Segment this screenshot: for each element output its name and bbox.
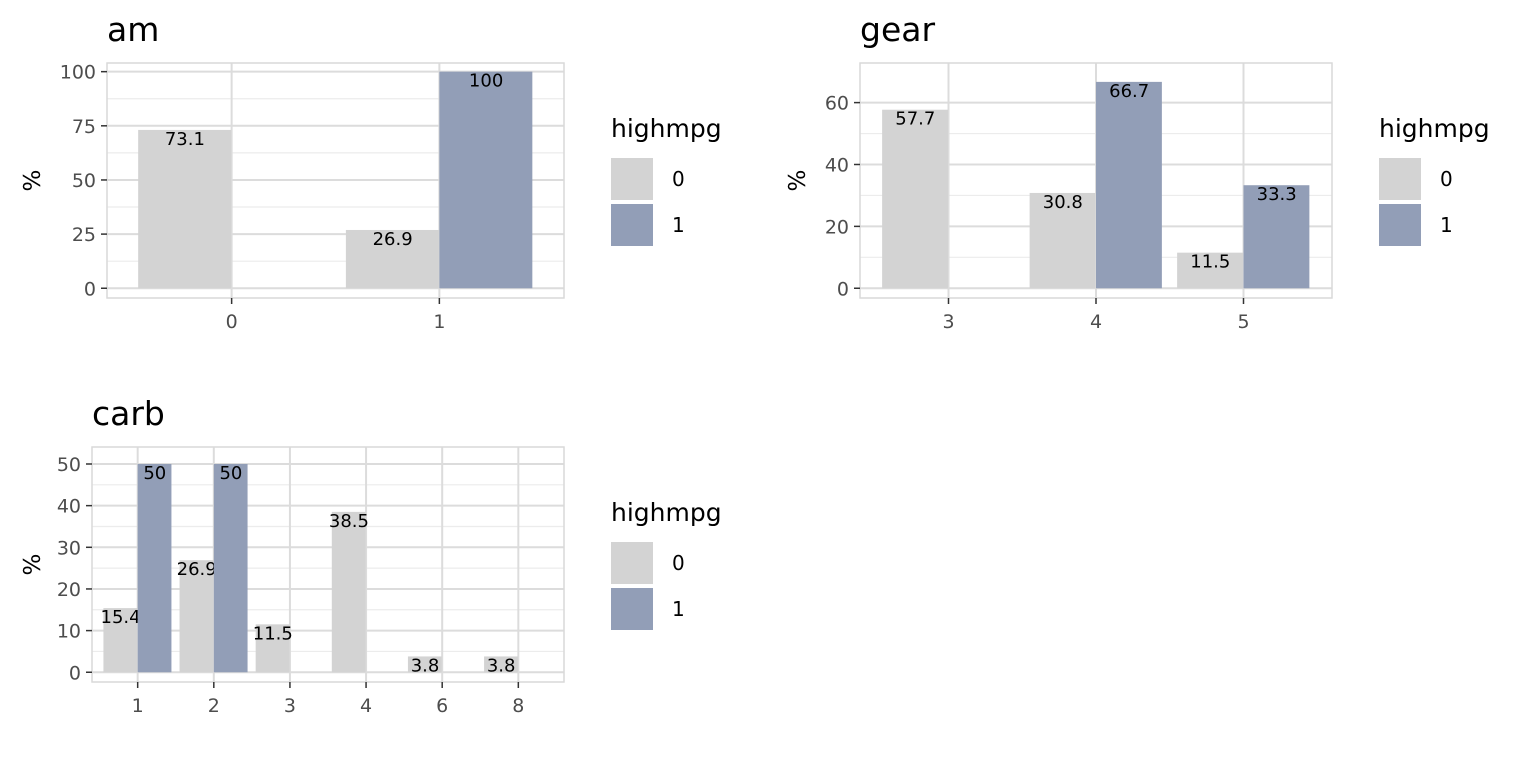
y-tick-label: 50 [72,170,96,192]
bar-gear-4-highmpg-0 [1029,192,1096,289]
legend-key-0 [611,542,653,584]
y-tick-label: 20 [57,579,81,601]
bar-carb-6-highmpg-0 [407,656,442,673]
legend-key-0 [1379,158,1421,200]
data-label: 15.4 [101,607,141,628]
x-tick-label: 3 [942,311,954,333]
data-label: 11.5 [1190,252,1230,273]
x-tick-label: 6 [436,695,448,717]
bar-am-1-highmpg-1 [439,71,533,289]
legend: highmpg 0 1 [611,114,722,246]
y-axis-label: % [20,170,46,192]
x-tick-label: 0 [226,311,238,333]
legend-label: 0 [672,551,685,575]
legend-key-1 [611,204,653,246]
bar-carb-1-highmpg-1 [137,463,172,673]
legend-key-1 [1379,204,1421,246]
y-tick-label: 0 [84,278,96,300]
x-tick-label: 4 [360,695,372,717]
y-tick-label: 40 [57,496,81,518]
bar-gear-5-highmpg-1 [1243,185,1310,289]
data-label: 3.8 [411,655,440,676]
chart-panel-gear: 57.7 30.8 66.7 11.5 33.3 0 20 40 60 3 4 5 gear% highm… [785,10,1490,333]
data-label: 26.9 [373,229,413,250]
bar-gear-3-highmpg-0 [882,109,948,289]
legend: highmpg 0 1 [1379,114,1490,246]
data-label: 38.5 [329,511,369,532]
y-tick-label: 20 [825,216,849,238]
x-tick-label: 1 [132,695,144,717]
x-tick-label: 4 [1090,311,1102,333]
legend-label: 1 [672,597,685,621]
y-tick-label: 0 [837,278,849,300]
legend-key-1 [611,588,653,630]
y-tick-label: 25 [72,224,96,246]
x-tick-label: 1 [433,311,445,333]
bar-carb-8-highmpg-0 [484,656,518,673]
data-label: 73.1 [165,129,205,150]
y-tick-label: 30 [57,537,81,559]
bar-carb-1-highmpg-0 [103,608,138,673]
legend-title: highmpg [1379,114,1490,143]
chart-title: am [107,10,159,49]
data-label: 57.7 [895,109,935,130]
y-tick-label: 60 [825,93,849,115]
data-label: 66.7 [1109,81,1149,102]
y-tick-label: 50 [57,454,81,476]
chart-title: gear [860,10,935,49]
y-tick-label: 0 [69,662,81,684]
bar-am-1-highmpg-0 [345,229,439,289]
data-label: 50 [219,463,242,484]
panel-border [91,446,565,683]
legend-title: highmpg [611,498,722,527]
y-axis-label: % [785,170,811,192]
legend-label: 0 [1440,167,1453,191]
y-tick-label: 100 [60,62,96,84]
legend: highmpg 0 1 [611,498,722,630]
data-label: 30.8 [1043,192,1083,213]
data-label: 11.5 [253,623,293,644]
chart-title: carb [92,394,165,433]
legend-label: 1 [672,213,685,237]
data-label: 33.3 [1257,184,1297,205]
data-label: 3.8 [487,655,516,676]
legend-key-0 [611,158,653,200]
y-tick-label: 10 [57,621,81,643]
data-label: 100 [469,71,503,92]
x-tick-label: 2 [208,695,220,717]
x-tick-label: 3 [284,695,296,717]
data-label: 50 [143,463,166,484]
legend-label: 1 [1440,213,1453,237]
bar-gear-4-highmpg-1 [1096,81,1162,289]
chart-panel-am: 73.1 26.9 100 0 25 50 75 100 0 1 am% highmpg 0 1 [20,10,722,333]
x-tick-label: 8 [512,695,524,717]
legend-label: 0 [672,167,685,191]
x-tick-label: 5 [1237,311,1249,333]
y-tick-label: 40 [825,154,849,176]
legend-title: highmpg [611,114,722,143]
bar-carb-4-highmpg-0 [331,511,366,673]
bar-carb-2-highmpg-1 [213,463,248,673]
y-axis-label: % [20,554,46,576]
bar-carb-2-highmpg-0 [179,560,214,673]
y-tick-label: 75 [72,116,96,138]
data-label: 26.9 [177,559,217,580]
bar-am-0-highmpg-0 [138,129,232,289]
bar-gear-5-highmpg-0 [1177,252,1243,289]
bar-carb-3-highmpg-0 [255,624,290,673]
